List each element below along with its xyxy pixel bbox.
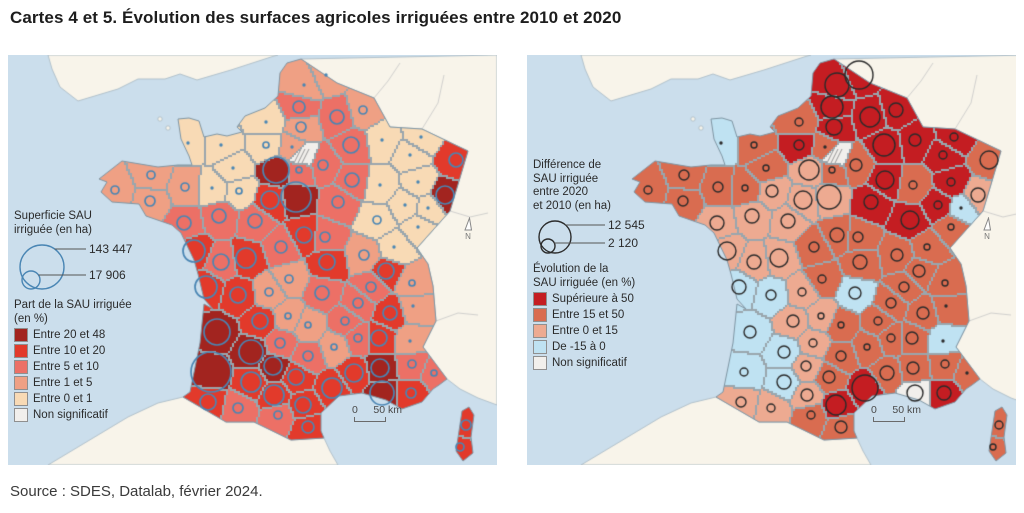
legend-swatch [14, 408, 28, 422]
scalebar-start: 0 [352, 404, 358, 416]
scalebar-labels: 0 50 km [352, 404, 402, 416]
map-left-canvas [8, 55, 497, 465]
legend-item: Non significatif [14, 408, 189, 422]
legend-item: Entre 20 et 48 [14, 328, 189, 342]
legend-swatch [14, 328, 28, 342]
scalebar-start: 0 [871, 404, 877, 416]
map-right-legend: Différence de SAU irriguée entre 2020 et 20… [533, 159, 708, 370]
size-legend-min-value: 2 120 [608, 236, 638, 250]
north-arrow-right: N [979, 216, 995, 241]
scalebar-line [873, 417, 905, 422]
map-right-canvas [527, 55, 1016, 465]
legend-swatch [14, 344, 28, 358]
size-legend-max-circle [538, 220, 572, 254]
size-legend-title-line: Superficie SAU [14, 210, 92, 222]
legend-swatch [14, 376, 28, 390]
legend-label: Entre 0 et 1 [33, 392, 93, 405]
size-legend-max-circle [19, 244, 65, 290]
legend-item: Entre 1 et 5 [14, 376, 189, 390]
source-caption: Source : SDES, Datalab, février 2024. [10, 483, 263, 500]
legend-label: Entre 10 et 20 [33, 344, 106, 357]
size-legend-title: Différence de SAU irriguée entre 2020 et 20… [533, 159, 708, 213]
ratio-legend-title: Part de la SAU irriguée (en %) [14, 299, 189, 326]
ratio-legend-title-line: (en %) [14, 312, 48, 325]
north-arrow-icon [464, 216, 473, 231]
legend-label: Non significatif [33, 408, 108, 421]
scalebar-right: 0 50 km [871, 404, 925, 422]
size-legend-circles: 143 447 17 906 [19, 242, 133, 290]
legend-label: Supérieure à 50 [552, 292, 634, 305]
ratio-legend-title-line: Part de la SAU irriguée [14, 299, 132, 311]
legend-swatch [533, 324, 547, 338]
legend-item: Supérieure à 50 [533, 292, 708, 306]
size-legend-title-line: entre 2020 [533, 186, 588, 198]
ratio-legend-title-line: SAU irriguée (en %) [533, 276, 636, 289]
scalebar-end: 50 km [373, 404, 402, 416]
size-legend-min-circle [21, 270, 41, 290]
ratio-legend-title: Évolution de la SAU irriguée (en %) [533, 263, 708, 290]
legend-item: Entre 15 et 50 [533, 308, 708, 322]
legend-swatch [533, 356, 547, 370]
legend-label: Non significatif [552, 356, 627, 369]
legend-label: Entre 5 et 10 [33, 360, 99, 373]
size-legend-title-line: et 2010 (en ha) [533, 199, 612, 212]
legend-swatch [533, 308, 547, 322]
legend-item: Entre 0 et 15 [533, 324, 708, 338]
legend-item: De -15 à 0 [533, 340, 708, 354]
legend-label: Entre 20 et 48 [33, 328, 106, 341]
size-legend-title-line: Différence de [533, 159, 602, 171]
legend-label: Entre 1 et 5 [33, 376, 93, 389]
legend-item: Entre 10 et 20 [14, 344, 189, 358]
legend-swatch [533, 292, 547, 306]
legend-swatch [533, 340, 547, 354]
north-label: N [465, 232, 471, 241]
legend-label: Entre 0 et 15 [552, 324, 618, 337]
scalebar-left: 0 50 km [352, 404, 406, 422]
legend-item: Entre 0 et 1 [14, 392, 189, 406]
north-label: N [984, 232, 990, 241]
legend-swatch [14, 392, 28, 406]
legend-label: De -15 à 0 [552, 340, 606, 353]
legend-item: Non significatif [533, 356, 708, 370]
scalebar-labels: 0 50 km [871, 404, 921, 416]
map-right-panel: Différence de SAU irriguée entre 2020 et 20… [527, 55, 1016, 465]
size-legend-max-value: 143 447 [89, 242, 133, 256]
size-legend-min-circle [540, 238, 556, 254]
size-legend-max-value: 12 545 [608, 218, 645, 232]
size-legend-circles: 12 545 2 120 [538, 218, 645, 254]
north-arrow-left: N [460, 216, 476, 241]
ratio-legend-title-line: Évolution de la [533, 263, 609, 275]
map-left-legend: Superficie SAU irriguée (en ha) 143 447 17 … [14, 210, 189, 422]
legend-swatch [14, 360, 28, 374]
size-legend-title: Superficie SAU irriguée (en ha) [14, 210, 189, 237]
legend-item: Entre 5 et 10 [14, 360, 189, 374]
figure-title: Cartes 4 et 5. Évolution des surfaces ag… [10, 8, 622, 27]
size-legend-title-line: SAU irriguée [533, 172, 599, 185]
size-legend-min-value: 17 906 [89, 268, 126, 282]
scalebar-line [354, 417, 386, 422]
north-arrow-icon [983, 216, 992, 231]
map-left-panel: Superficie SAU irriguée (en ha) 143 447 17 … [8, 55, 497, 465]
scalebar-end: 50 km [892, 404, 921, 416]
legend-label: Entre 15 et 50 [552, 308, 625, 321]
size-legend-title-line: irriguée (en ha) [14, 223, 92, 236]
